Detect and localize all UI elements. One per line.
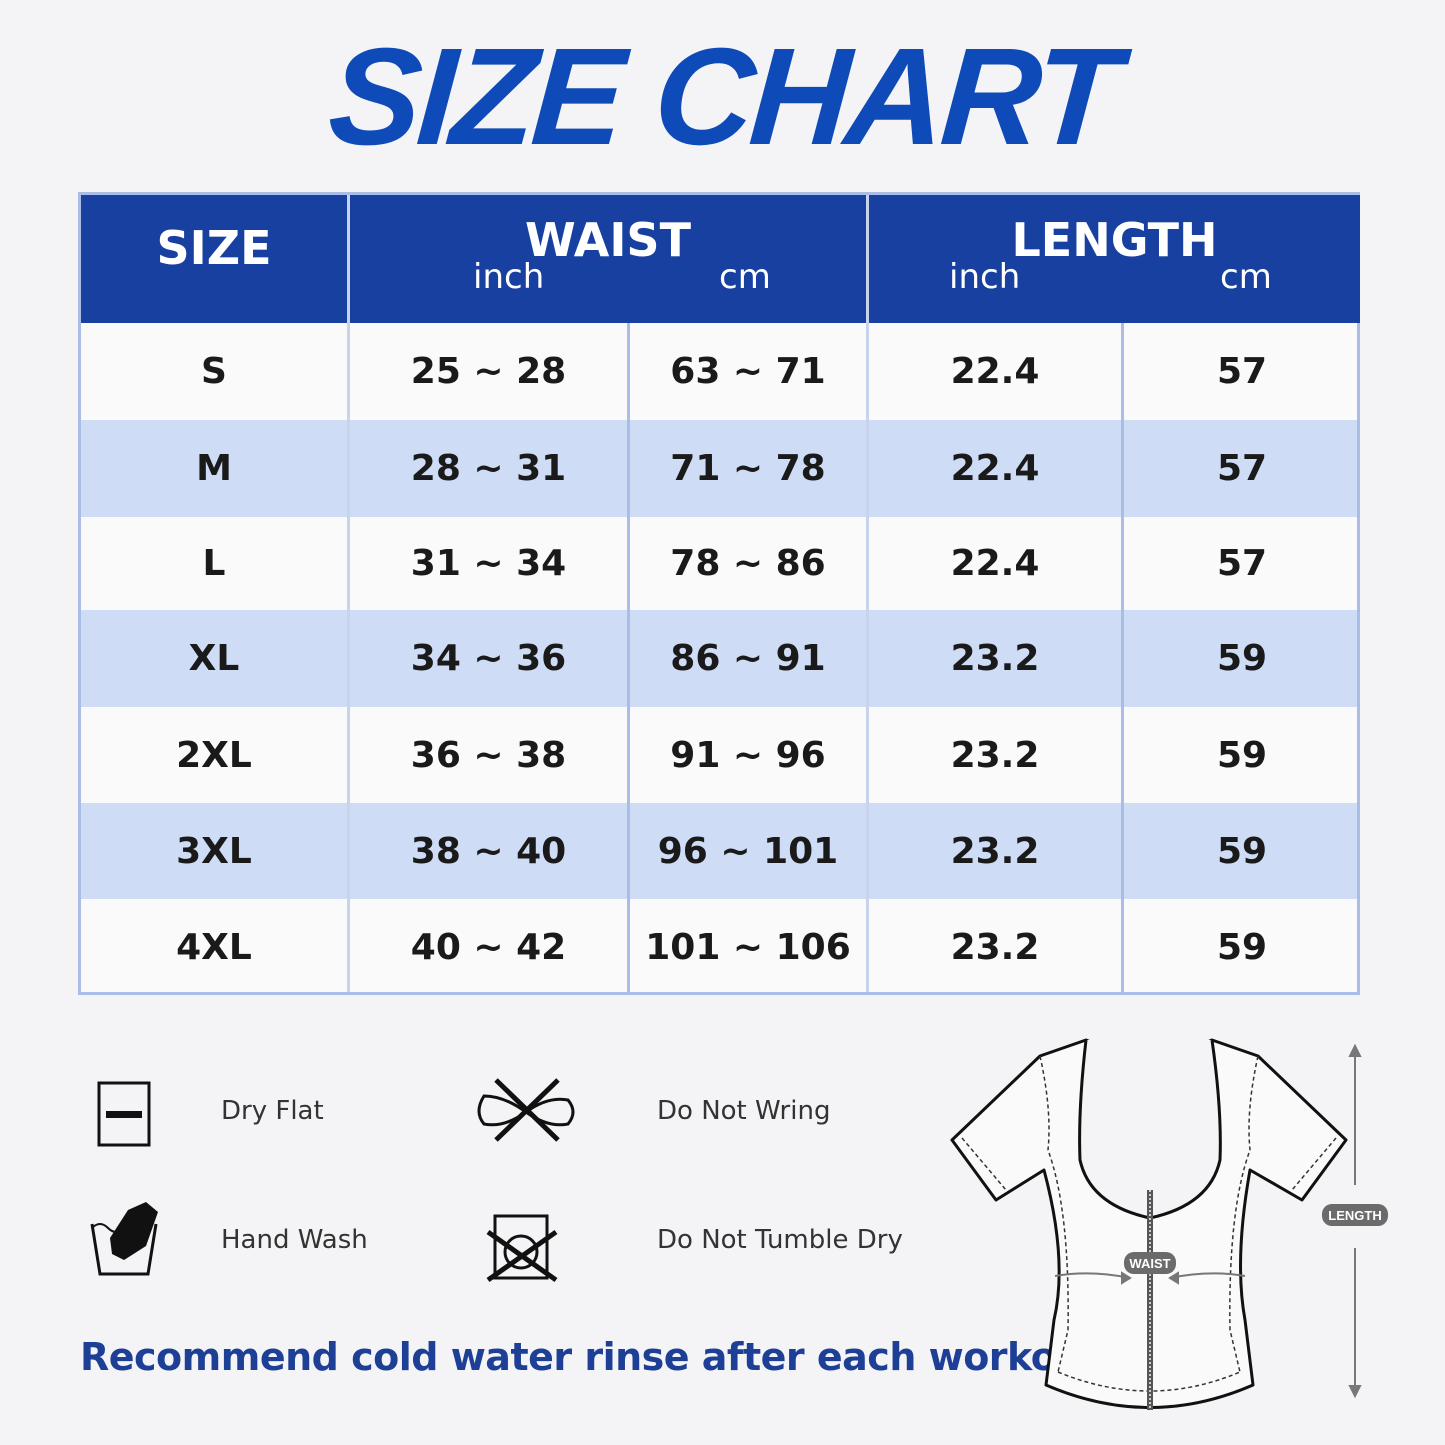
cell-size: 2XL [176, 734, 252, 776]
table-row: S 25 ~ 28 63 ~ 71 22.4 57 [81, 323, 1357, 420]
cell-length-cm: 59 [1216, 926, 1268, 968]
cell-length-in: 23.2 [950, 734, 1040, 776]
cell-waist-in: 34 ~ 36 [410, 638, 567, 679]
garment-diagram: WAIST LENGTH [950, 1038, 1388, 1410]
header-size-label: SIZE [156, 221, 272, 275]
cell-waist-in: 28 ~ 31 [410, 448, 567, 489]
table-row: M 28 ~ 31 71 ~ 78 22.4 57 [81, 420, 1357, 517]
cell-waist-cm: 71 ~ 78 [670, 448, 826, 489]
do-not-wring-label: Do Not Wring [657, 1096, 831, 1126]
header-waist-inch: inch [473, 257, 545, 297]
table-row: 3XL 38 ~ 40 96 ~ 101 23.2 59 [81, 803, 1357, 899]
cell-waist-in: 40 ~ 42 [410, 926, 567, 968]
header-length-label: LENGTH [1011, 213, 1218, 267]
waist-label: WAIST [1129, 1256, 1170, 1271]
cell-waist-in: 38 ~ 40 [410, 830, 567, 872]
header-waist-label: WAIST [525, 213, 691, 267]
cell-length-in: 22.4 [950, 543, 1040, 584]
care-note: Recommend cold water rinse after each wo… [80, 1335, 1115, 1379]
do-not-wring-icon [477, 1078, 575, 1142]
cell-waist-cm: 91 ~ 96 [670, 734, 826, 776]
table-row: 2XL 36 ~ 38 91 ~ 96 23.2 59 [81, 707, 1357, 803]
column-divider [347, 195, 350, 992]
header-waist: WAIST inch cm [350, 195, 866, 323]
dry-flat-icon [97, 1081, 151, 1147]
cell-waist-in: 31 ~ 34 [410, 543, 567, 584]
table-row: 4XL 40 ~ 42 101 ~ 106 23.2 59 [81, 899, 1357, 995]
cell-length-in: 23.2 [950, 830, 1040, 872]
hand-wash-icon [90, 1202, 158, 1276]
hand-wash-label: Hand Wash [221, 1225, 368, 1255]
length-label: LENGTH [1328, 1208, 1381, 1223]
header-waist-cm: cm [719, 257, 771, 297]
cell-waist-cm: 96 ~ 101 [657, 830, 839, 872]
cell-length-in: 23.2 [950, 638, 1040, 679]
cell-size: S [201, 351, 227, 392]
column-divider [866, 195, 869, 992]
cell-waist-cm: 86 ~ 91 [670, 638, 826, 679]
cell-length-cm: 59 [1216, 734, 1268, 776]
cell-length-cm: 59 [1216, 830, 1268, 872]
cell-length-in: 23.2 [950, 926, 1040, 968]
header-length-cm: cm [1220, 257, 1272, 297]
cell-length-in: 22.4 [950, 351, 1040, 392]
header-length-inch: inch [949, 257, 1021, 297]
cell-waist-cm: 63 ~ 71 [670, 351, 826, 392]
column-divider [1121, 323, 1124, 992]
cell-length-cm: 57 [1216, 543, 1268, 584]
do-not-tumble-dry-label: Do Not Tumble Dry [657, 1225, 903, 1255]
cell-size: M [196, 448, 232, 489]
dry-flat-label: Dry Flat [221, 1096, 324, 1126]
table-row: L 31 ~ 34 78 ~ 86 22.4 57 [81, 517, 1357, 610]
cell-waist-in: 36 ~ 38 [410, 734, 567, 776]
cell-length-cm: 57 [1216, 351, 1268, 392]
cell-size: XL [188, 638, 240, 679]
cell-waist-in: 25 ~ 28 [410, 351, 567, 392]
cell-size: 3XL [176, 830, 252, 872]
do-not-tumble-dry-icon [486, 1214, 558, 1283]
cell-length-cm: 57 [1216, 448, 1268, 489]
page-title: SIZE CHART [324, 20, 1121, 174]
cell-size: 4XL [176, 926, 252, 968]
column-divider [627, 323, 630, 992]
cell-length-in: 22.4 [950, 448, 1040, 489]
header-size: SIZE [81, 195, 347, 323]
size-table: SIZE WAIST inch cm LENGTH inch cm S 25 ~ … [78, 192, 1360, 995]
cell-size: L [202, 543, 226, 584]
cell-waist-cm: 101 ~ 106 [645, 926, 851, 968]
header-length: LENGTH inch cm [869, 195, 1360, 323]
cell-length-cm: 59 [1216, 638, 1268, 679]
table-row: XL 34 ~ 36 86 ~ 91 23.2 59 [81, 610, 1357, 707]
cell-waist-cm: 78 ~ 86 [670, 543, 826, 584]
